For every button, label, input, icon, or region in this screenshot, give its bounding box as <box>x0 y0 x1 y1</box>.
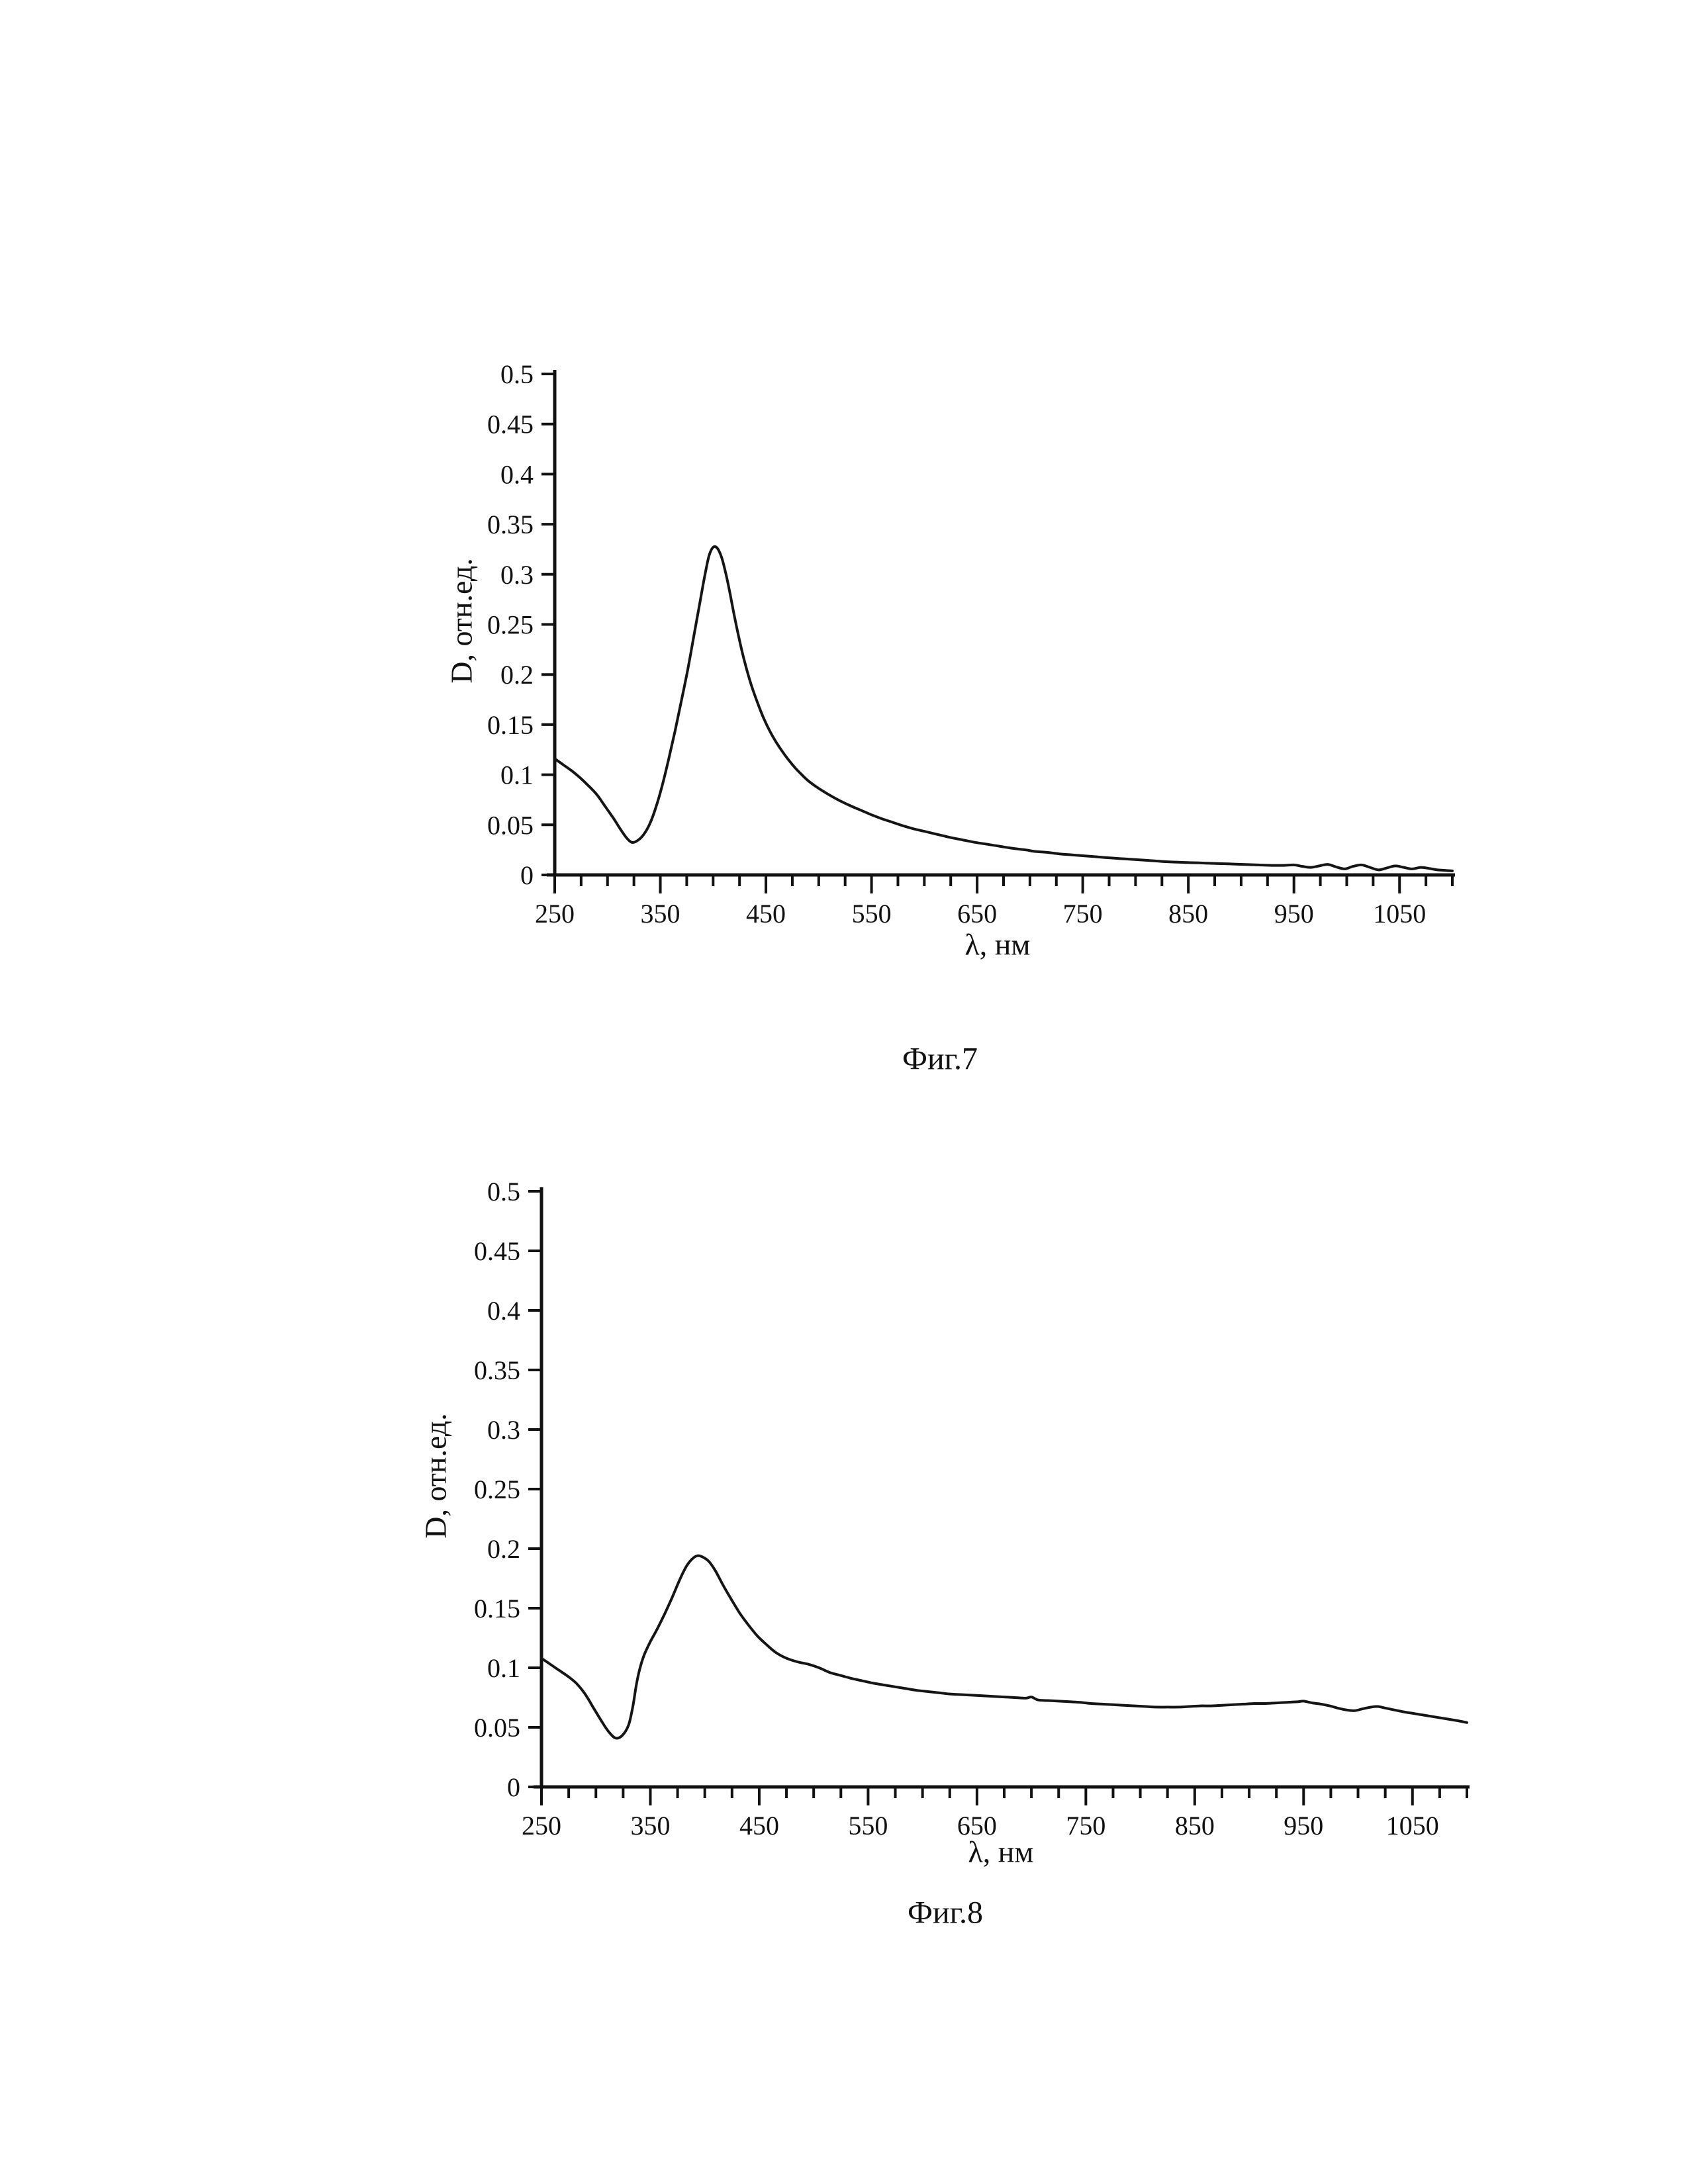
y-tick-label: 0 <box>507 1772 520 1802</box>
fig8-caption: Фиг.8 <box>908 1895 983 1931</box>
x-tick-label: 250 <box>535 899 575 929</box>
y-tick-label: 0.4 <box>487 1296 520 1326</box>
y-tick-label: 0.4 <box>500 459 534 489</box>
x-tick-label: 650 <box>957 899 997 929</box>
x-tick-label: 350 <box>630 1811 670 1841</box>
y-tick-label: 0.25 <box>474 1475 520 1504</box>
fig7-caption: Фиг.7 <box>902 1041 978 1077</box>
x-tick-label: 950 <box>1284 1811 1323 1841</box>
y-tick-label: 0.3 <box>500 560 534 590</box>
y-tick-label: 0.1 <box>500 760 534 790</box>
y-tick-label: 0.45 <box>487 410 534 439</box>
x-tick-label: 850 <box>1175 1811 1215 1841</box>
y-tick-label: 0.2 <box>487 1534 520 1564</box>
x-tick-label: 750 <box>1066 1811 1105 1841</box>
x-tick-label: 550 <box>848 1811 888 1841</box>
y-tick-label: 0.45 <box>474 1236 520 1266</box>
y-tick-label: 0.5 <box>500 359 534 389</box>
absorption-spectrum-fig8-curve <box>540 1554 1468 1740</box>
x-tick-label: 850 <box>1168 899 1208 929</box>
y-tick-label: 0.1 <box>487 1653 520 1683</box>
y-tick-label: 0 <box>520 860 534 890</box>
x-tick-label: 1050 <box>1386 1811 1439 1841</box>
y-tick-label: 0.15 <box>474 1594 520 1623</box>
fig7-spectrum-chart: 0 0.05 0.1 0.15 0.2 0.25 0.3 0.35 0.4 0.45 0.5 250 3… <box>487 359 1455 929</box>
x-tick-label: 650 <box>957 1811 997 1841</box>
x-tick-label: 350 <box>641 899 680 929</box>
x-tick-label: 950 <box>1274 899 1314 929</box>
x-tick-label: 450 <box>739 1811 779 1841</box>
y-tick-label: 0.05 <box>487 810 534 840</box>
y-tick-label: 0.25 <box>487 610 534 640</box>
x-tick-label: 550 <box>852 899 892 929</box>
fig8-x-axis-title: λ, нм <box>968 1835 1034 1869</box>
x-tick-label: 1050 <box>1373 899 1426 929</box>
x-tick-label: 450 <box>746 899 786 929</box>
fig8-spectrum-chart: 0 0.05 0.1 0.15 0.2 0.25 0.3 0.35 0.4 0.45 0.5 250 3… <box>474 1177 1470 1841</box>
fig7-x-axis-title: λ, нм <box>964 927 1031 962</box>
y-tick-label: 0.2 <box>500 660 534 690</box>
y-tick-label: 0.05 <box>474 1713 520 1743</box>
x-tick-label: 250 <box>522 1811 561 1841</box>
x-tick-label: 750 <box>1063 899 1103 929</box>
y-tick-label: 0.3 <box>487 1415 520 1445</box>
absorption-spectrum-fig7-curve <box>553 545 1454 872</box>
y-tick-label: 0.5 <box>487 1177 520 1206</box>
y-tick-label: 0.15 <box>487 710 534 740</box>
y-tick-label: 0.35 <box>487 510 534 539</box>
y-tick-label: 0.35 <box>474 1355 520 1385</box>
